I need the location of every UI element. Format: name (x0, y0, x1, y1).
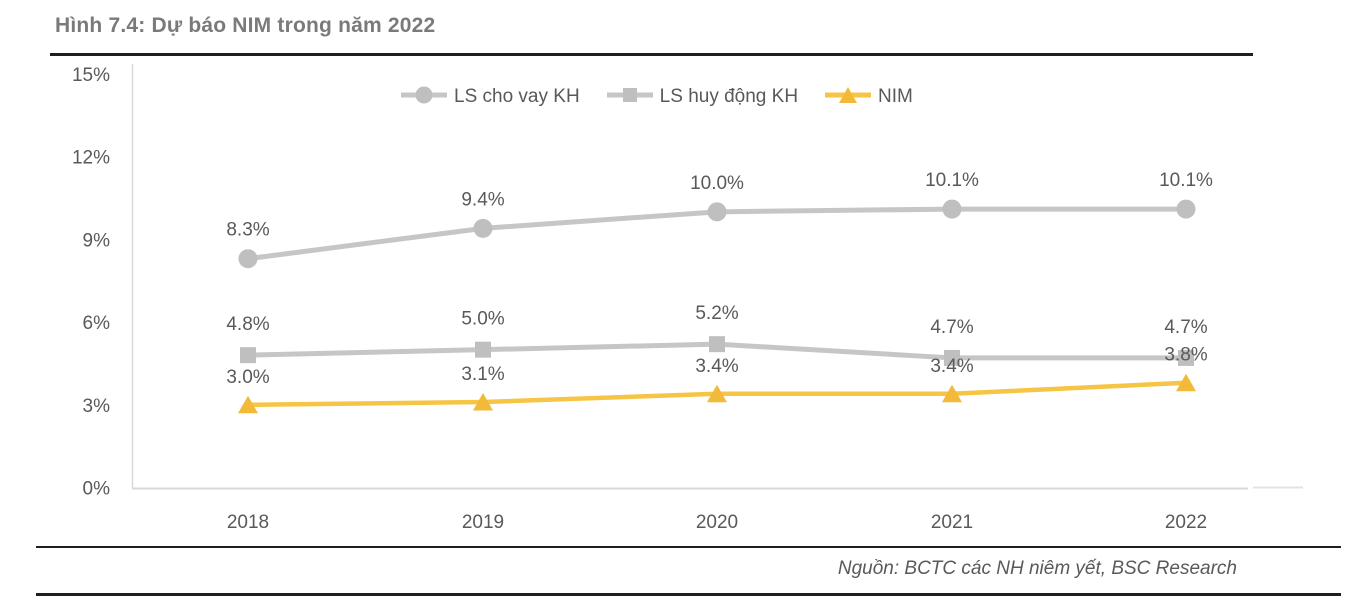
y-tick-label: 9% (83, 230, 111, 251)
data-label: 5.2% (695, 303, 738, 324)
x-tick-label: 2021 (931, 512, 973, 533)
legend-circle (415, 86, 433, 103)
square-marker-icon (606, 84, 653, 111)
triangle-data-point-marker (1176, 373, 1196, 392)
data-label: 3.4% (930, 356, 973, 377)
circle-data-point-marker (238, 249, 258, 269)
title-divider-rule (50, 53, 1253, 56)
square-data-point-marker (709, 336, 725, 353)
data-label: 3.4% (695, 356, 738, 377)
square-data-point-marker (1178, 349, 1194, 366)
data-label: 10.0% (690, 173, 744, 194)
triangle-data-point-marker (238, 395, 258, 414)
x-tick-label: 2018 (227, 512, 269, 533)
square-data-point-marker (475, 341, 491, 358)
data-label: 5.0% (461, 309, 504, 330)
y-tick-label: 6% (83, 313, 111, 334)
data-label: 4.8% (226, 314, 269, 335)
data-label: 3.1% (461, 364, 504, 385)
data-label: 3.0% (226, 367, 269, 388)
square-legend-glyph (606, 87, 653, 102)
circle-data-point-marker (1176, 199, 1196, 219)
x-tick-label: 2020 (696, 512, 738, 533)
data-label: 10.1% (1159, 170, 1213, 191)
square-data-point-marker (240, 347, 256, 364)
triangle-legend-glyph (825, 86, 872, 103)
legend-item-ls-huy-dong-kh: LS huy động KH (606, 84, 799, 111)
source-divider-top-rule (36, 546, 1341, 548)
data-label: 3.8% (1164, 345, 1207, 366)
legend-label-ls-cho-vay-kh: LS cho vay KH (454, 86, 580, 107)
data-label: 8.3% (226, 220, 269, 241)
legend-triangle (839, 86, 858, 103)
y-tick-label: 0% (83, 479, 111, 500)
data-label: 9.4% (461, 189, 504, 210)
data-label: 10.1% (925, 170, 979, 191)
y-tick-label: 3% (83, 396, 111, 417)
source-divider-bottom-rule (36, 593, 1341, 596)
x-tick-label: 2022 (1165, 512, 1207, 533)
y-tick-label: 15% (72, 65, 110, 86)
source-attribution: Nguồn: BCTC các NH niêm yết, BSC Researc… (837, 558, 1237, 579)
triangle-data-point-marker (473, 393, 493, 411)
square-data-point-marker (944, 349, 960, 366)
figure-title: Hình 7.4: Dự báo NIM trong năm 2022 (55, 14, 436, 37)
triangle-marker-icon (825, 84, 872, 111)
data-label: 4.7% (1164, 317, 1207, 338)
legend-item-ls-cho-vay-kh: LS cho vay KH (401, 84, 580, 111)
circle-legend-glyph (401, 86, 447, 103)
legend-label-nim: NIM (878, 86, 913, 107)
triangle-data-point-marker (942, 384, 962, 403)
triangle-data-point-marker (707, 384, 727, 403)
legend-item-nim: NIM (825, 84, 913, 111)
legend-square (622, 87, 637, 102)
y-tick-label: 12% (72, 148, 110, 169)
legend-label-ls-huy-dong-kh: LS huy động KH (659, 86, 799, 107)
data-label: 4.7% (930, 317, 973, 338)
x-tick-label: 2019 (462, 512, 504, 533)
circle-data-point-marker (942, 199, 962, 219)
circle-data-point-marker (707, 202, 727, 222)
circle-marker-icon (401, 84, 447, 111)
chart-legend: LS cho vay KH LS huy động KH NIM (401, 84, 913, 110)
circle-data-point-marker (473, 218, 493, 238)
